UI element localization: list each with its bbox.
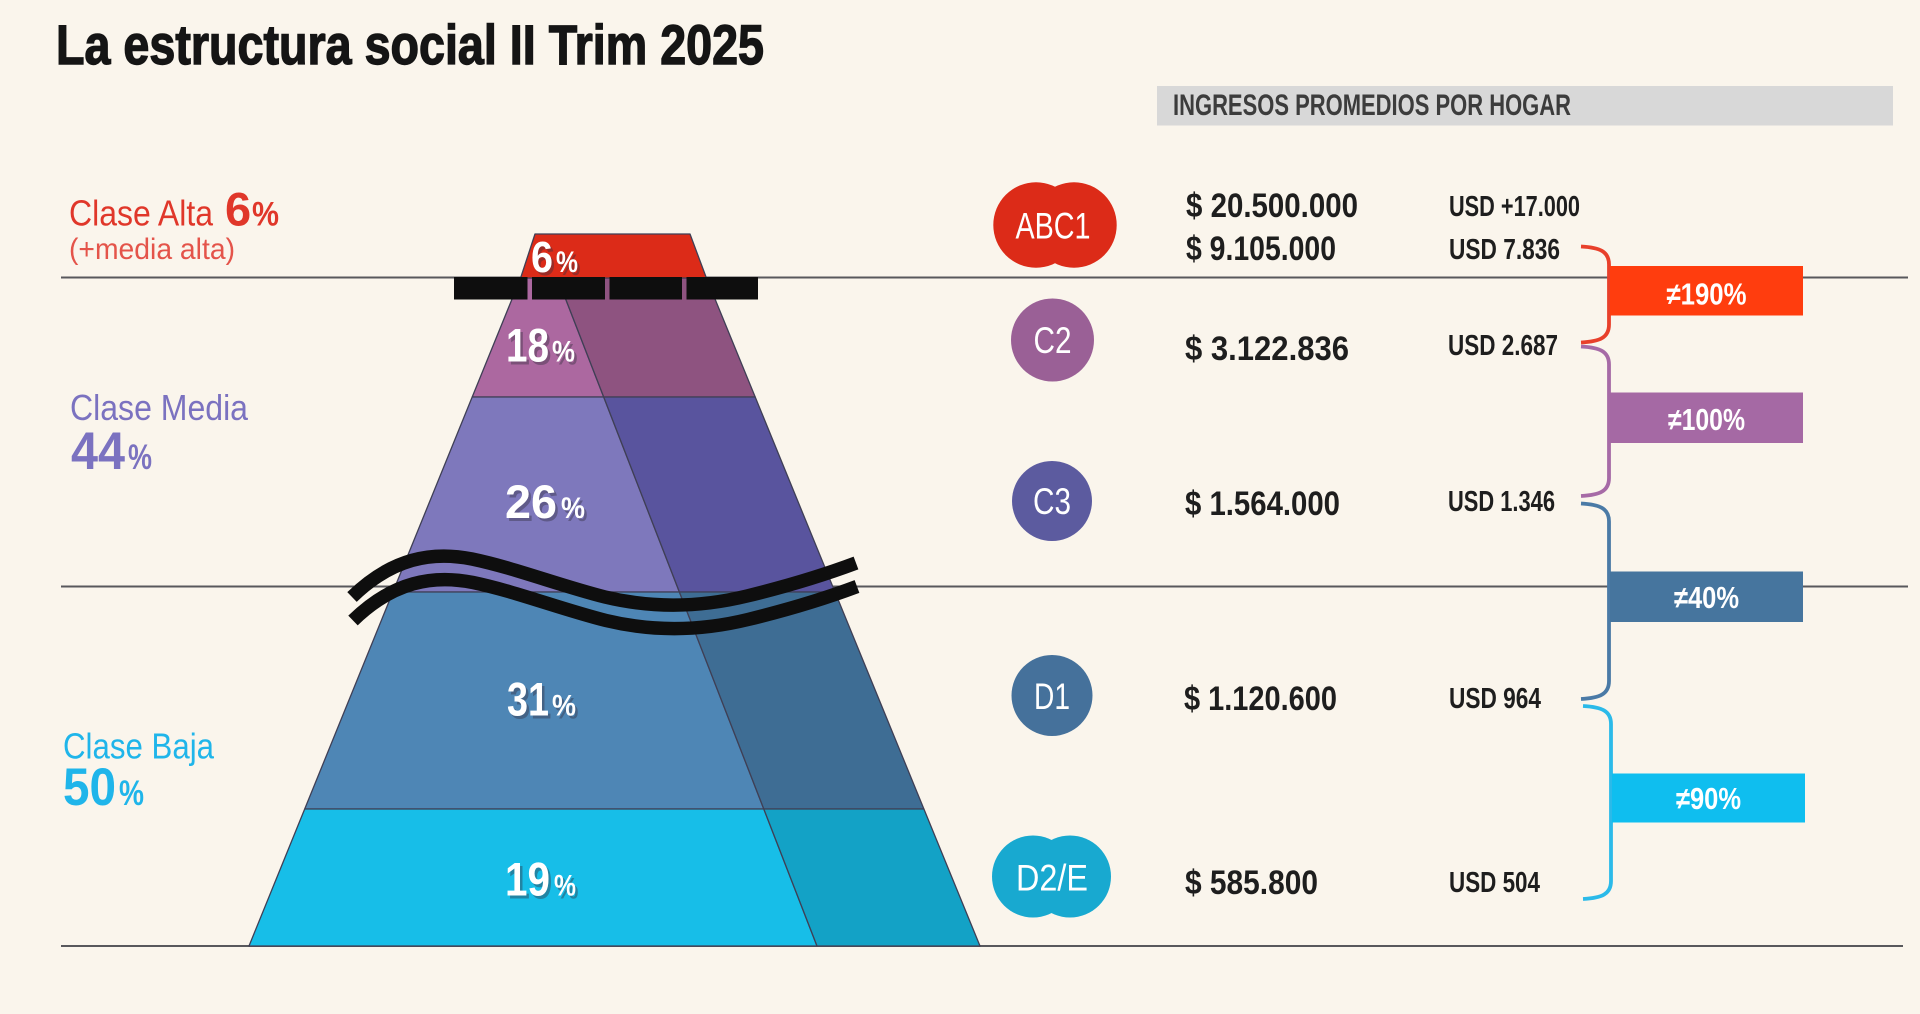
svg-text:USD 964: USD 964 [1449, 683, 1541, 715]
svg-text:%: % [552, 336, 575, 369]
svg-text:18: 18 [509, 322, 552, 375]
svg-text:6: 6 [534, 236, 556, 285]
svg-text:≠190%: ≠190% [1667, 277, 1747, 312]
svg-text:C3: C3 [1033, 481, 1071, 522]
svg-text:Clase Media: Clase Media [70, 387, 249, 428]
svg-text:Clase Alta: Clase Alta [69, 193, 214, 234]
svg-text:D1: D1 [1034, 676, 1070, 717]
svg-text:$ 20.500.000: $ 20.500.000 [1186, 187, 1358, 225]
svg-text:Clase Baja: Clase Baja [63, 726, 215, 767]
svg-text:USD 2.687: USD 2.687 [1448, 330, 1558, 362]
svg-text:$ 9.105.000: $ 9.105.000 [1186, 230, 1336, 268]
svg-text:$ 3.122.836: $ 3.122.836 [1185, 330, 1349, 368]
svg-text:%: % [555, 339, 578, 372]
svg-text:%: % [554, 870, 576, 903]
svg-text:31: 31 [507, 673, 549, 726]
svg-text:%: % [559, 249, 581, 282]
svg-text:(+media alta): (+media alta) [69, 233, 235, 266]
svg-text:$ 1.120.600: $ 1.120.600 [1184, 680, 1337, 718]
svg-text:≠90%: ≠90% [1676, 781, 1741, 816]
svg-text:C2: C2 [1034, 320, 1072, 361]
svg-text:31: 31 [510, 676, 552, 729]
svg-text:D2/E: D2/E [1016, 858, 1088, 899]
svg-text:18: 18 [506, 319, 549, 372]
svg-text:26: 26 [505, 475, 557, 528]
svg-text:%: % [252, 196, 279, 234]
svg-text:%: % [561, 492, 585, 525]
svg-text:%: % [555, 693, 579, 726]
svg-text:6: 6 [225, 183, 251, 236]
svg-text:≠40%: ≠40% [1674, 580, 1739, 615]
svg-text:%: % [128, 438, 152, 477]
svg-text:%: % [557, 873, 579, 906]
svg-text:44: 44 [71, 422, 125, 481]
svg-text:USD +17.000: USD +17.000 [1449, 191, 1580, 223]
svg-text:$ 585.800: $ 585.800 [1185, 864, 1318, 902]
svg-text:USD 504: USD 504 [1449, 867, 1540, 899]
svg-text:USD 7.836: USD 7.836 [1449, 234, 1560, 266]
svg-text:%: % [119, 774, 144, 813]
svg-text:19: 19 [508, 856, 553, 909]
svg-text:19: 19 [505, 853, 550, 906]
svg-text:%: % [564, 495, 588, 528]
svg-text:26: 26 [508, 478, 560, 531]
svg-text:≠100%: ≠100% [1668, 402, 1745, 437]
svg-text:La estructura social II Trim 2: La estructura social II Trim 2025 [56, 13, 764, 76]
svg-text:$ 1.564.000: $ 1.564.000 [1185, 485, 1340, 523]
svg-text:50: 50 [63, 758, 116, 817]
svg-text:6: 6 [531, 233, 553, 282]
svg-text:ABC1: ABC1 [1016, 206, 1091, 247]
svg-text:%: % [556, 246, 578, 279]
svg-text:INGRESOS PROMEDIOS POR HOGAR: INGRESOS PROMEDIOS POR HOGAR [1173, 89, 1571, 122]
svg-text:USD 1.346: USD 1.346 [1448, 486, 1555, 518]
svg-text:%: % [552, 690, 576, 723]
